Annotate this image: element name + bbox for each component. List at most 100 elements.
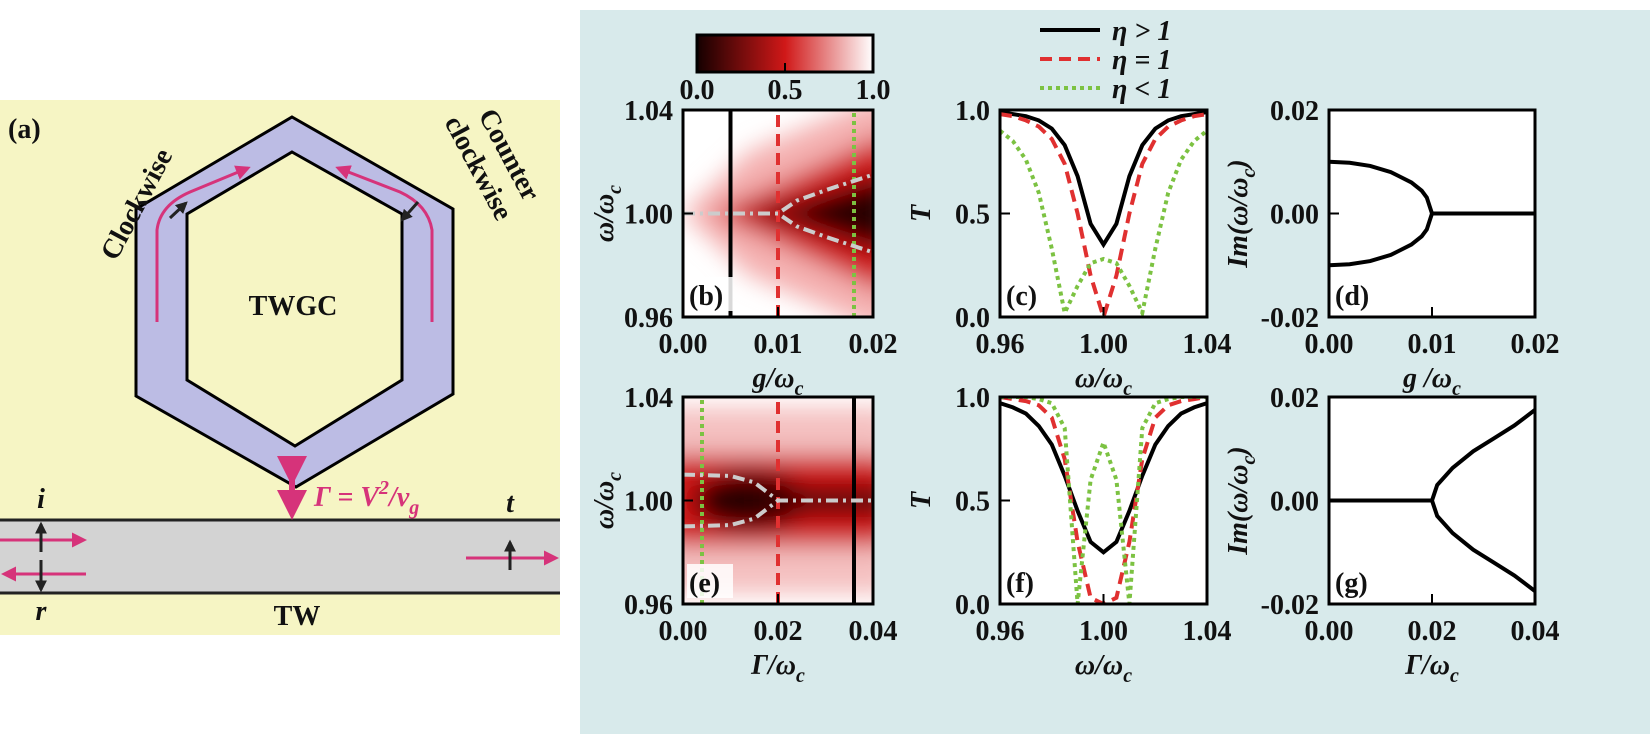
- panel-a: (a) Clockwise Counter clockwise TWGC TW …: [0, 100, 560, 635]
- x-axis-label: g /ωc: [1402, 363, 1461, 400]
- label-sub: c: [795, 378, 804, 400]
- x-tick-label: 0.01: [1408, 329, 1457, 360]
- coupling-label: Γ = V2/vg: [313, 477, 419, 519]
- y-axis-label: Im(ω/ωc): [1223, 446, 1260, 556]
- series-line: [683, 211, 873, 255]
- colorbar-tick-label: 0.0: [680, 75, 715, 106]
- label-sub: c: [1123, 378, 1132, 400]
- heatmap-region: [740, 178, 873, 249]
- x-tick-label: 0.01: [754, 329, 803, 360]
- coupling-text: /v: [387, 482, 410, 513]
- x-axis-label: Γ/ωc: [750, 650, 805, 687]
- label-text: g /ω: [1402, 363, 1452, 394]
- spin-arrow: [400, 201, 420, 222]
- series-line: [1430, 499, 1535, 593]
- r-label: r: [36, 596, 48, 627]
- x-tick-label: 0.00: [1305, 616, 1354, 647]
- cw-arrow: [155, 165, 251, 322]
- y-tick-label: 0.00: [1270, 200, 1319, 231]
- series-line: [1329, 159, 1535, 216]
- y-tick-label: 1.00: [624, 487, 673, 518]
- series-line: [1329, 408, 1535, 503]
- colorbar-tick-label: 1.0: [856, 75, 891, 106]
- label-text: T: [906, 203, 937, 222]
- y-tick-label: 0.5: [955, 487, 990, 518]
- series-line: [1000, 129, 1207, 317]
- panel-label-bg: [1333, 564, 1379, 598]
- x-axis-label: g/ωc: [752, 363, 804, 400]
- series-line: [1329, 212, 1434, 268]
- panel-label-bg: [687, 564, 733, 598]
- y-axis-label: ω/ωc: [589, 185, 626, 242]
- series-line: [683, 498, 780, 529]
- label-text: ): [1223, 446, 1254, 458]
- legend-label: η > 1: [1112, 16, 1171, 47]
- y-tick-label: 1.0: [955, 383, 990, 414]
- label-sub: c: [604, 185, 626, 194]
- y-tick-label: 0.02: [1270, 96, 1319, 127]
- x-tick-label: 0.96: [976, 329, 1025, 360]
- x-tick-label: 0.00: [659, 616, 708, 647]
- panel-label: (b): [689, 281, 723, 312]
- y-axis-label: T: [906, 203, 937, 222]
- x-axis-label: Γ/ωc: [1404, 650, 1459, 687]
- x-tick-label: 0.02: [1511, 329, 1560, 360]
- label-text: ω/ω: [1075, 650, 1123, 681]
- y-axis-label: ω/ωc: [589, 472, 626, 529]
- x-tick-label: 0.02: [754, 616, 803, 647]
- x-tick-label: 1.00: [1079, 616, 1128, 647]
- y-tick-label: 0.0: [955, 303, 990, 334]
- panel-label-bg: [687, 277, 733, 311]
- label-text: Im(ω/ω: [1223, 177, 1254, 268]
- panel-label: (e): [689, 568, 720, 599]
- y-axis-label: T: [906, 490, 937, 509]
- label-text: g/ω: [752, 363, 795, 394]
- coupling-text: Γ = V: [313, 482, 381, 513]
- label-text: ω/ω: [1075, 363, 1123, 394]
- x-axis-label: ω/ωc: [1075, 363, 1132, 400]
- label-sub: c: [1123, 665, 1132, 687]
- panel-label-bg: [1004, 564, 1050, 598]
- label-text: ): [1223, 159, 1254, 171]
- spin-arrow: [168, 201, 188, 220]
- x-tick-label: 1.04: [1183, 616, 1232, 647]
- label-text: ω/ω: [589, 194, 620, 242]
- series-line: [683, 472, 873, 503]
- charts: 0.00 0.01 0.020.961.001.04g/ωcω/ωc(b)0.0 0.…: [589, 16, 1560, 687]
- coupling-sup: 2: [378, 477, 389, 499]
- series-group: [1329, 159, 1535, 268]
- series-line: [1000, 397, 1207, 604]
- panel-label: (g): [1335, 568, 1368, 599]
- panel-label: (f): [1006, 568, 1034, 599]
- x-axis-label: ω/ωc: [1075, 650, 1132, 687]
- y-tick-label: 0.96: [624, 590, 673, 621]
- label-text: Γ/ω: [750, 650, 796, 681]
- label-text: ω/ω: [589, 481, 620, 529]
- ccw-arrow: [335, 165, 434, 322]
- x-tick-label: 0.00: [659, 329, 708, 360]
- series-line: [1000, 401, 1207, 555]
- waveguide-label: TW: [274, 601, 321, 632]
- panel-label: (a): [8, 114, 41, 145]
- label-text: Γ/ω: [1404, 650, 1450, 681]
- label-sub: c: [1238, 455, 1260, 464]
- y-tick-label: 0.00: [1270, 487, 1319, 518]
- label-sub: c: [796, 665, 805, 687]
- legend-label: η = 1: [1112, 45, 1171, 76]
- x-tick-label: 1.00: [1079, 329, 1128, 360]
- y-tick-label: 0.0: [955, 590, 990, 621]
- series-line: [683, 172, 873, 216]
- series-group: [1000, 110, 1207, 317]
- y-tick-label: 1.00: [624, 200, 673, 231]
- y-tick-label: -0.02: [1261, 590, 1319, 621]
- label-sub: c: [1450, 665, 1459, 687]
- y-tick-label: 1.04: [624, 383, 673, 414]
- label-sub: c: [1238, 168, 1260, 177]
- panel-label-bg: [1004, 277, 1050, 311]
- x-tick-label: 0.04: [849, 616, 898, 647]
- x-tick-label: 0.02: [1408, 616, 1457, 647]
- y-tick-label: 0.96: [624, 303, 673, 334]
- heatmap-field: [683, 407, 873, 594]
- t-label: t: [506, 488, 515, 519]
